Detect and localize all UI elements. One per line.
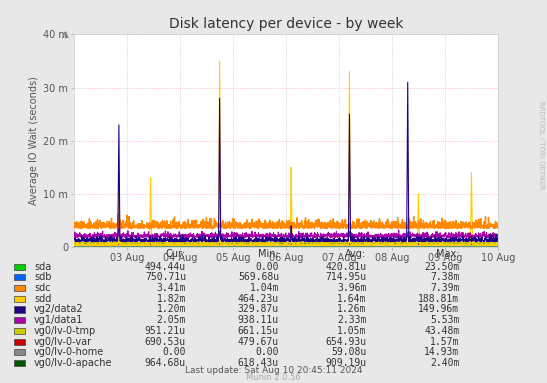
Text: Avg:: Avg: <box>345 249 366 259</box>
Text: 188.81m: 188.81m <box>418 294 459 304</box>
Text: 23.50m: 23.50m <box>424 262 459 272</box>
Text: vg2/data2: vg2/data2 <box>34 304 84 314</box>
Text: 1.26m: 1.26m <box>337 304 366 314</box>
Text: 690.53u: 690.53u <box>145 337 186 347</box>
Text: 149.96m: 149.96m <box>418 304 459 314</box>
Text: 714.95u: 714.95u <box>325 272 366 282</box>
Text: 3.96m: 3.96m <box>337 283 366 293</box>
Text: Min:: Min: <box>258 249 279 259</box>
Text: RRDTOOL / TOBI OETIKER: RRDTOOL / TOBI OETIKER <box>538 101 544 190</box>
Text: Cur:: Cur: <box>166 249 186 259</box>
Text: 0.00: 0.00 <box>162 347 186 357</box>
Text: sdd: sdd <box>34 294 51 304</box>
Text: 964.68u: 964.68u <box>145 358 186 368</box>
Text: Munin 2.0.56: Munin 2.0.56 <box>246 373 301 382</box>
Text: 14.93m: 14.93m <box>424 347 459 357</box>
Text: vg0/lv-0-apache: vg0/lv-0-apache <box>34 358 113 368</box>
Title: Disk latency per device - by week: Disk latency per device - by week <box>168 16 403 31</box>
Text: 2.05m: 2.05m <box>156 315 186 325</box>
Text: sda: sda <box>34 262 51 272</box>
Text: vg0/lv-0-var: vg0/lv-0-var <box>34 337 92 347</box>
Text: 0.00: 0.00 <box>255 262 279 272</box>
Text: 1.04m: 1.04m <box>249 283 279 293</box>
Text: Max:: Max: <box>436 249 459 259</box>
Text: 1.64m: 1.64m <box>337 294 366 304</box>
Text: 329.87u: 329.87u <box>238 304 279 314</box>
Text: 494.44u: 494.44u <box>145 262 186 272</box>
Text: 7.39m: 7.39m <box>430 283 459 293</box>
Text: 464.23u: 464.23u <box>238 294 279 304</box>
Text: 1.05m: 1.05m <box>337 326 366 336</box>
Text: 654.93u: 654.93u <box>325 337 366 347</box>
Text: 618.43u: 618.43u <box>238 358 279 368</box>
Text: 750.71u: 750.71u <box>145 272 186 282</box>
Text: Last update: Sat Aug 10 20:45:11 2024: Last update: Sat Aug 10 20:45:11 2024 <box>185 367 362 375</box>
Text: 3.41m: 3.41m <box>156 283 186 293</box>
Text: 1.57m: 1.57m <box>430 337 459 347</box>
Text: 938.11u: 938.11u <box>238 315 279 325</box>
Text: 1.82m: 1.82m <box>156 294 186 304</box>
Text: vg0/lv-0-home: vg0/lv-0-home <box>34 347 104 357</box>
Text: 2.40m: 2.40m <box>430 358 459 368</box>
Text: 909.19u: 909.19u <box>325 358 366 368</box>
Text: 5.53m: 5.53m <box>430 315 459 325</box>
Text: 7.38m: 7.38m <box>430 272 459 282</box>
Text: 43.48m: 43.48m <box>424 326 459 336</box>
Text: 1.20m: 1.20m <box>156 304 186 314</box>
Text: 951.21u: 951.21u <box>145 326 186 336</box>
Text: vg1/data1: vg1/data1 <box>34 315 83 325</box>
Text: vg0/lv-0-tmp: vg0/lv-0-tmp <box>34 326 96 336</box>
Y-axis label: Average IO Wait (seconds): Average IO Wait (seconds) <box>29 76 39 205</box>
Text: sdb: sdb <box>34 272 51 282</box>
Text: 0.00: 0.00 <box>255 347 279 357</box>
Text: 59.08u: 59.08u <box>331 347 366 357</box>
Text: 479.67u: 479.67u <box>238 337 279 347</box>
Text: 661.15u: 661.15u <box>238 326 279 336</box>
Text: 569.68u: 569.68u <box>238 272 279 282</box>
Text: 2.33m: 2.33m <box>337 315 366 325</box>
Text: sdc: sdc <box>34 283 50 293</box>
Text: 420.81u: 420.81u <box>325 262 366 272</box>
